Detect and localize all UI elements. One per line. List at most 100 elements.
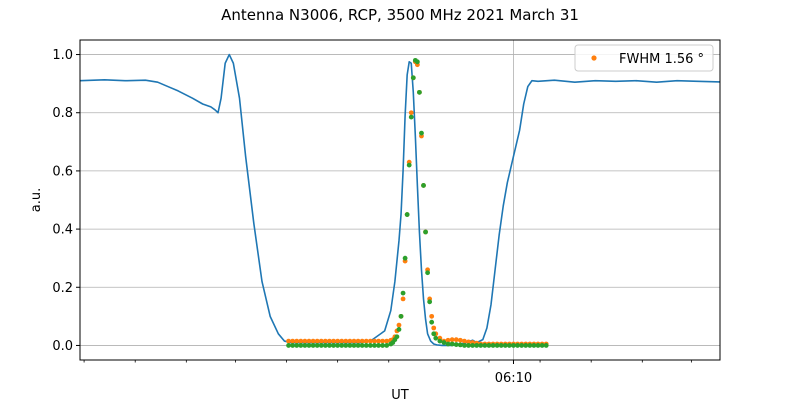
data-point [462,343,467,348]
legend-label: FWHM 1.56 ° [619,52,704,67]
data-point [363,343,369,348]
axis-layer: 0.0 0.2 0.4 0.6 0.8 1.0 06:10 [52,48,692,386]
data-point [400,296,406,302]
data-point [466,343,471,348]
data-point [359,343,365,348]
y-tick-label: 0.6 [52,164,73,179]
x-tick-label: 06:10 [495,371,532,386]
data-point [376,338,381,344]
data-point [290,338,296,344]
data-point [453,337,459,343]
data-point [351,343,357,348]
data-point [302,338,308,344]
data-point [347,338,353,344]
data-point [402,255,408,261]
data-point [445,341,451,347]
data-point [306,343,312,348]
data-point [457,337,463,343]
data-point [453,342,459,347]
data-point [290,343,296,348]
data-point [298,343,304,348]
data-point [478,343,484,348]
data-point [343,343,349,348]
data-point [363,338,369,344]
data-point [408,110,414,116]
series-line [79,53,721,347]
data-point [531,343,537,348]
data-point [367,338,373,344]
data-point [335,338,341,344]
data-point [355,343,361,348]
data-point [431,325,437,331]
data-point [490,343,496,348]
data-point [404,212,410,217]
y-tick-label: 0.8 [52,106,73,121]
data-point [523,343,529,348]
data-point [322,338,328,344]
chart-title: Antenna N3006, RCP, 3500 MHz 2021 March … [221,6,579,24]
data-point [515,343,520,348]
data-point [355,338,361,344]
data-point [498,343,504,348]
data-point [486,343,492,348]
data-point [506,343,512,348]
legend: FWHM 1.56 ° [574,44,714,72]
data-point [306,338,312,344]
data-point [314,338,320,344]
data-point [302,343,308,348]
legend-marker [591,55,597,61]
data-point [400,290,406,296]
data-point [421,183,426,188]
data-point [398,313,404,319]
data-point [380,338,386,344]
data-point [376,343,381,348]
data-point [298,338,304,344]
data-point [527,343,533,348]
data-point [318,338,324,344]
data-point [441,340,447,345]
data-point [294,343,300,348]
series-2-points [286,57,549,348]
data-point [351,338,357,344]
data-point [414,59,420,65]
data-point [410,75,416,81]
data-point [396,327,402,332]
data-point [494,343,500,348]
y-tick-label: 0.0 [52,339,73,354]
data-point [406,162,412,168]
data-point [339,343,345,348]
series-layer [79,53,721,348]
data-point [394,334,400,340]
data-point [327,343,332,348]
data-point [294,338,300,344]
data-point [519,343,525,348]
data-point [372,343,377,348]
data-point [482,343,488,348]
data-point [314,343,320,348]
data-point [343,338,349,344]
data-point [462,338,467,344]
data-point [449,337,455,343]
data-point [433,335,439,341]
data-point [318,343,324,348]
data-point [380,343,386,348]
data-point [427,299,433,305]
data-point [449,341,455,347]
legend-box [574,44,714,72]
data-point [417,89,422,95]
data-point [429,313,435,319]
x-axis-label: UT [391,388,409,400]
plot-frame [79,39,721,361]
data-point [445,337,451,343]
data-point [372,338,377,344]
y-tick-label: 0.2 [52,281,73,296]
data-point [511,343,516,348]
data-point [327,338,332,344]
data-point [367,343,373,348]
data-point [408,114,414,120]
data-point [310,338,316,344]
data-point [535,343,541,348]
data-point [425,270,430,276]
